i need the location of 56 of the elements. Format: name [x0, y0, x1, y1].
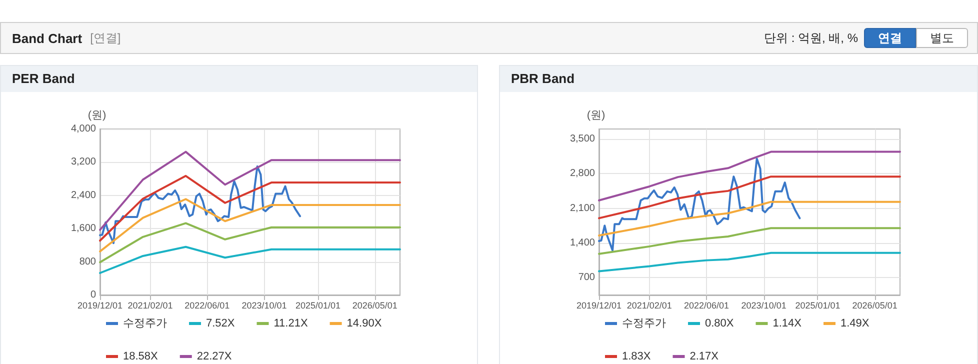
line-series	[598, 176, 901, 220]
legend-label: 14.90X	[346, 318, 382, 330]
chart-title: PER Band	[1, 66, 477, 92]
line-series	[598, 252, 901, 272]
text: 단위 : 억원, 배, %	[764, 30, 858, 46]
legend-label: 1.49X	[840, 318, 870, 330]
x-tick-label: 2021/02/01	[128, 300, 173, 310]
x-tick-label: 2026/05/01	[352, 300, 398, 310]
line-series	[99, 150, 401, 231]
legend-label: 18.58X	[123, 350, 159, 362]
y-axis-title: (원)	[586, 110, 606, 122]
x-tick-label: 2021/02/01	[626, 300, 672, 310]
x-tick-label: 2025/01/01	[795, 300, 840, 310]
x-tick-label: 2022/06/01	[184, 300, 230, 310]
y-tick-label: 0	[90, 290, 96, 300]
x-tick-label: 2023/10/01	[741, 300, 786, 310]
x-tick-label: 2023/10/01	[242, 300, 287, 310]
line-series	[598, 158, 801, 252]
y-tick-label: 4,000	[70, 124, 96, 134]
y-axis-title: (원)	[88, 110, 106, 122]
x-tick-label: 2019/12/01	[576, 300, 622, 310]
y-tick-label: 2,400	[70, 190, 96, 201]
line-series	[99, 246, 401, 274]
legend-label: 2.17X	[690, 350, 720, 362]
line-series	[598, 150, 901, 202]
y-tick-label: 2,100	[570, 202, 596, 214]
y-tick-label: 3,500	[570, 133, 596, 144]
line-series	[99, 165, 302, 244]
text: Band Chart	[12, 30, 82, 46]
y-tick-label: 1,600	[70, 223, 96, 234]
y-tick-label: 2,800	[570, 168, 596, 180]
legend-label: 11.21X	[274, 318, 308, 330]
y-tick-label: 3,200	[70, 156, 96, 168]
y-tick-label: 700	[578, 272, 596, 284]
text: [연결]	[90, 30, 121, 46]
line-series	[99, 222, 401, 264]
text: 연결	[864, 28, 916, 48]
line-series	[598, 200, 901, 237]
chart-title: PBR Band	[500, 66, 977, 92]
x-tick-label: 2019/12/01	[77, 300, 123, 310]
x-tick-label: 2022/06/01	[684, 300, 729, 310]
legend-label: 수정주가	[123, 318, 167, 330]
legend-label: 1.14X	[772, 318, 802, 330]
line-series	[99, 198, 401, 252]
text: 별도	[916, 28, 968, 48]
x-tick-label: 2026/05/01	[852, 300, 898, 310]
legend-label: 1.83X	[622, 350, 652, 362]
legend-label: 0.80X	[705, 318, 734, 330]
line-series	[598, 227, 901, 255]
y-tick-label: 1,400	[570, 237, 596, 248]
x-tick-label: 2025/01/01	[295, 300, 341, 310]
legend-label: 7.52X	[206, 318, 236, 330]
y-tick-label: 800	[79, 256, 96, 268]
legend-label: 수정주가	[622, 318, 666, 330]
line-series	[99, 174, 401, 242]
legend-label: 22.27X	[196, 350, 232, 362]
